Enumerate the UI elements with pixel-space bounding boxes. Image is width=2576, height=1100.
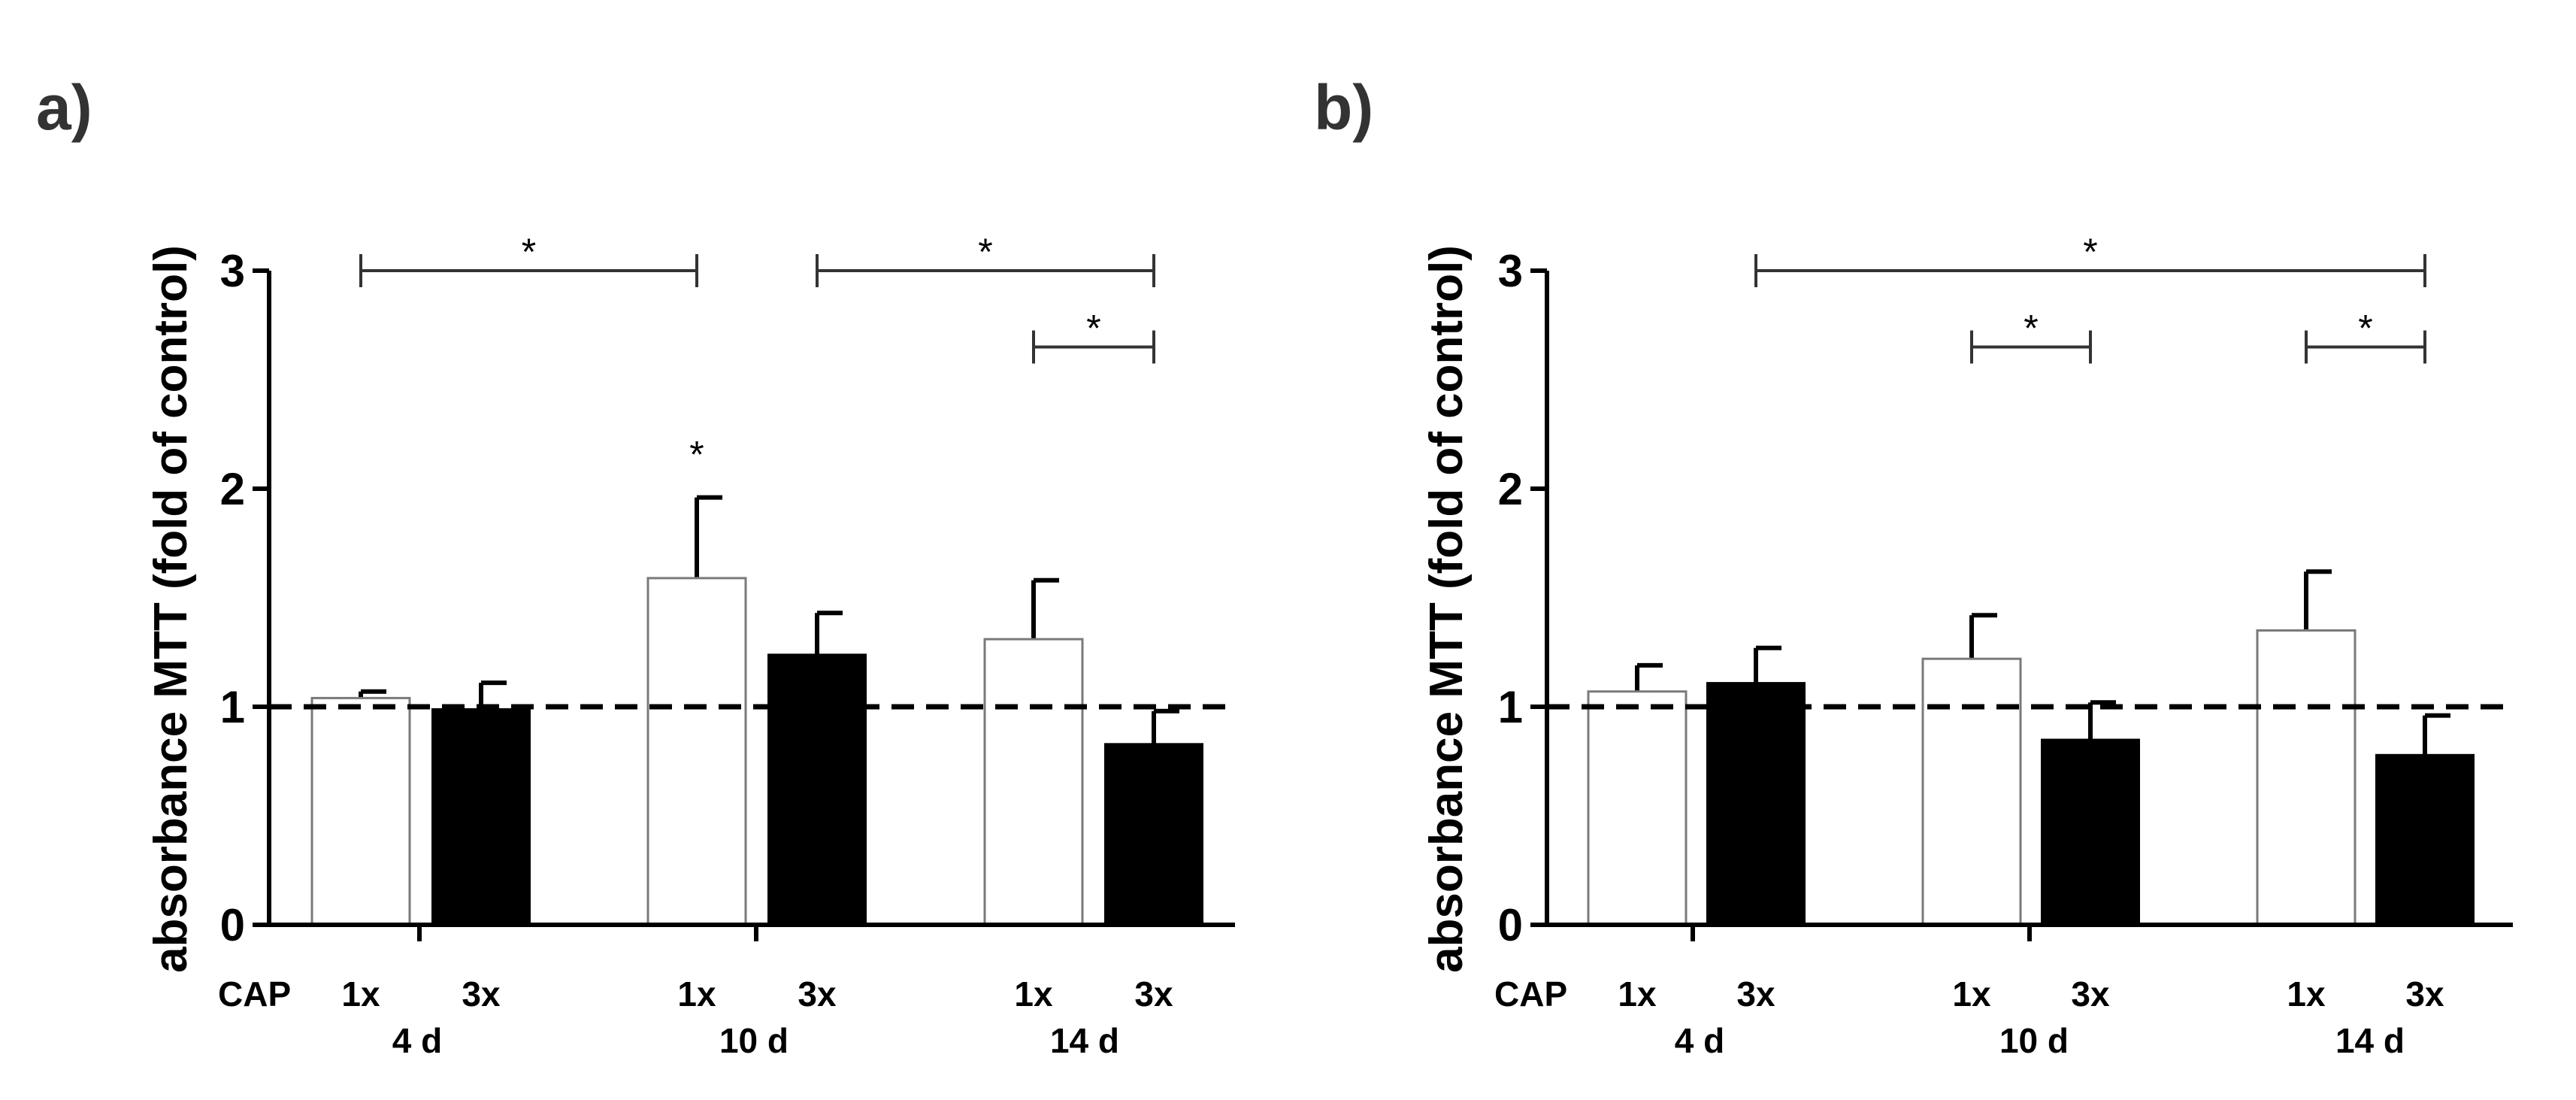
bar-1x — [646, 577, 747, 926]
bar-1x — [983, 638, 1084, 926]
bar-3x — [2041, 738, 2140, 926]
bar-1x — [1921, 657, 2022, 926]
series-label-3x: 3x — [462, 974, 501, 1014]
y-tick-label: 1 — [220, 682, 245, 732]
significance-star: * — [522, 231, 536, 273]
bar-1x — [1587, 690, 1688, 926]
series-label-1x: 1x — [1014, 974, 1053, 1014]
group-label: 14 d — [2335, 1021, 2405, 1060]
bar-3x — [1706, 682, 1806, 926]
y-tick-label: 1 — [1498, 682, 1523, 732]
bars — [310, 495, 1203, 926]
y-axis-title: absorbance MTT (fold of control) — [1421, 245, 1473, 973]
group-label: 10 d — [719, 1021, 789, 1060]
series-label-3x: 3x — [2071, 974, 2110, 1014]
group-label: 4 d — [392, 1021, 442, 1060]
series-label-1x: 1x — [341, 974, 380, 1014]
bar-3x — [767, 653, 867, 926]
series-label-3x: 3x — [1134, 974, 1173, 1014]
treatment-label: CAP — [218, 974, 291, 1014]
panel-b: b) absorbance MTT (fold of control) CAP … — [1314, 72, 2513, 1060]
y-tick-label: 0 — [220, 900, 245, 950]
series-label-3x: 3x — [798, 974, 837, 1014]
series-label-1x: 1x — [1952, 974, 1991, 1014]
significance-star: * — [1086, 308, 1100, 350]
group-label: 10 d — [1999, 1021, 2069, 1060]
axes — [1545, 271, 2513, 941]
bar-3x — [431, 708, 531, 926]
y-axis-ticks: 0 1 2 3 — [220, 246, 269, 950]
significance-star: * — [2083, 231, 2097, 273]
series-label-3x: 3x — [2405, 974, 2444, 1014]
series-label-1x: 1x — [677, 974, 716, 1014]
y-tick-label: 3 — [1498, 246, 1523, 296]
series-label-1x: 1x — [1618, 974, 1657, 1014]
significance-brackets: * * * * — [359, 231, 1155, 476]
bar-3x — [1104, 743, 1203, 926]
significance-star: * — [2358, 308, 2372, 350]
axes — [267, 271, 1235, 941]
y-tick-label: 0 — [1498, 900, 1523, 950]
bars — [1587, 569, 2475, 926]
treatment-label: CAP — [1494, 974, 1567, 1014]
group-label: 14 d — [1050, 1021, 1119, 1060]
bar-3x — [2375, 753, 2475, 926]
significance-star: * — [2024, 308, 2038, 350]
panel-a: a) absorbance MTT (fold of control) CAP … — [36, 72, 1235, 1060]
y-tick-label: 3 — [220, 246, 245, 296]
panel-label: b) — [1314, 72, 1373, 143]
significance-star: * — [978, 231, 992, 273]
y-tick-label: 2 — [220, 464, 245, 514]
y-tick-label: 2 — [1498, 464, 1523, 514]
bar-significance-star: * — [689, 434, 704, 476]
panel-label: a) — [36, 72, 92, 143]
series-label-3x: 3x — [1736, 974, 1775, 1014]
y-axis-title: absorbance MTT (fold of control) — [145, 245, 197, 973]
group-label: 4 d — [1675, 1021, 1724, 1060]
bar-1x — [2256, 629, 2357, 926]
y-axis-ticks: 0 1 2 3 — [1498, 246, 1547, 950]
bar-1x — [310, 696, 411, 926]
significance-brackets: * * * — [1754, 231, 2426, 364]
series-label-1x: 1x — [2287, 974, 2326, 1014]
